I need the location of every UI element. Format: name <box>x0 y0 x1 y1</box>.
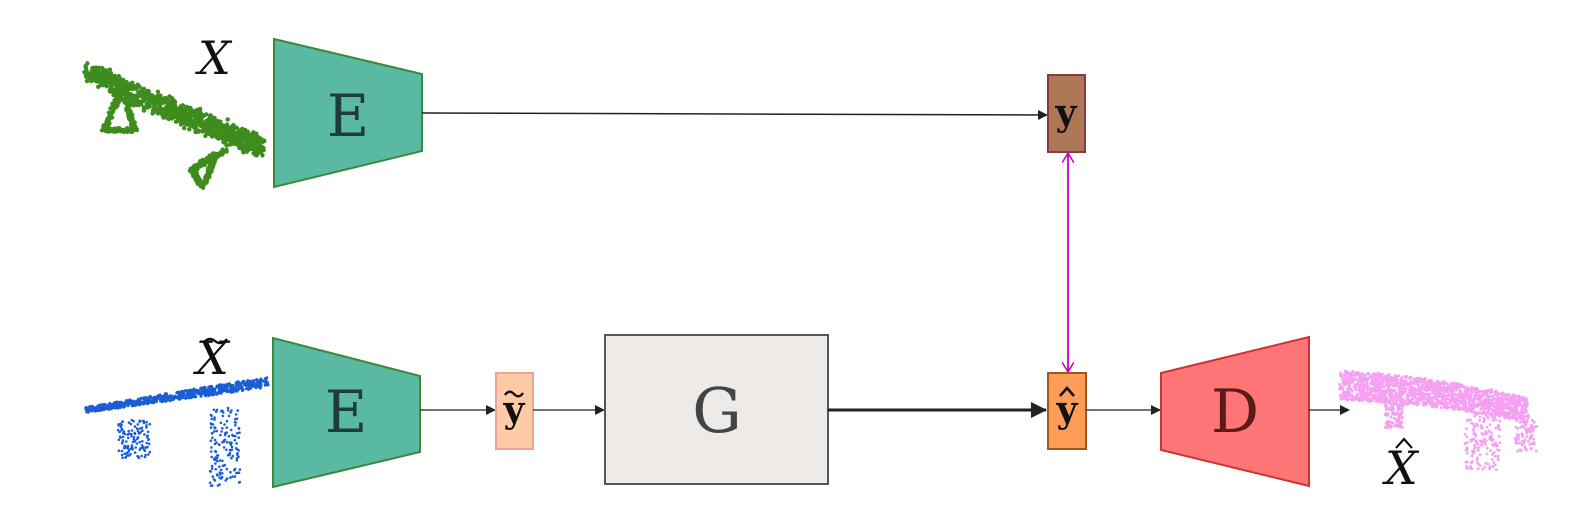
decoder-label: D <box>1211 377 1259 447</box>
arrow-encoder-to-y <box>421 109 1048 120</box>
input-point-cloud-top <box>82 61 267 190</box>
latent-y-hat-label: y <box>1056 389 1079 431</box>
latent-y: y <box>1047 74 1086 153</box>
encoder-bottom: E <box>272 336 421 489</box>
latent-y-hat: y <box>1047 372 1087 450</box>
generator-box <box>604 334 829 485</box>
output-label: X <box>1382 441 1420 495</box>
hat-accent-icon <box>1395 437 1413 449</box>
decoder: D <box>1160 335 1310 488</box>
generator-label: G <box>692 374 742 447</box>
encoder-top: E <box>273 37 423 189</box>
tilde-accent-icon <box>504 390 524 398</box>
tilde-accent-icon <box>202 337 228 345</box>
latent-y-tilde: y <box>495 372 534 450</box>
encoder-bottom-label: E <box>325 378 367 446</box>
generator: G <box>604 334 829 485</box>
latent-y-tilde-label: y <box>503 389 526 431</box>
input-point-cloud-bottom <box>84 376 270 488</box>
encoder-top-shape <box>273 37 423 189</box>
latent-y-tilde-box <box>495 372 534 450</box>
output-label-group: X <box>1382 437 1420 495</box>
encoder-top-label: E <box>327 82 369 150</box>
input-top-label: X <box>195 31 233 85</box>
encoder-bottom-shape <box>272 336 421 489</box>
hat-accent-icon <box>1059 386 1075 397</box>
latent-y-label: y <box>1055 92 1078 134</box>
latent-y-hat-box <box>1047 372 1087 450</box>
output-point-cloud <box>1338 369 1539 472</box>
input-bottom-label-group: X <box>193 331 231 385</box>
decoder-shape <box>1160 335 1310 488</box>
